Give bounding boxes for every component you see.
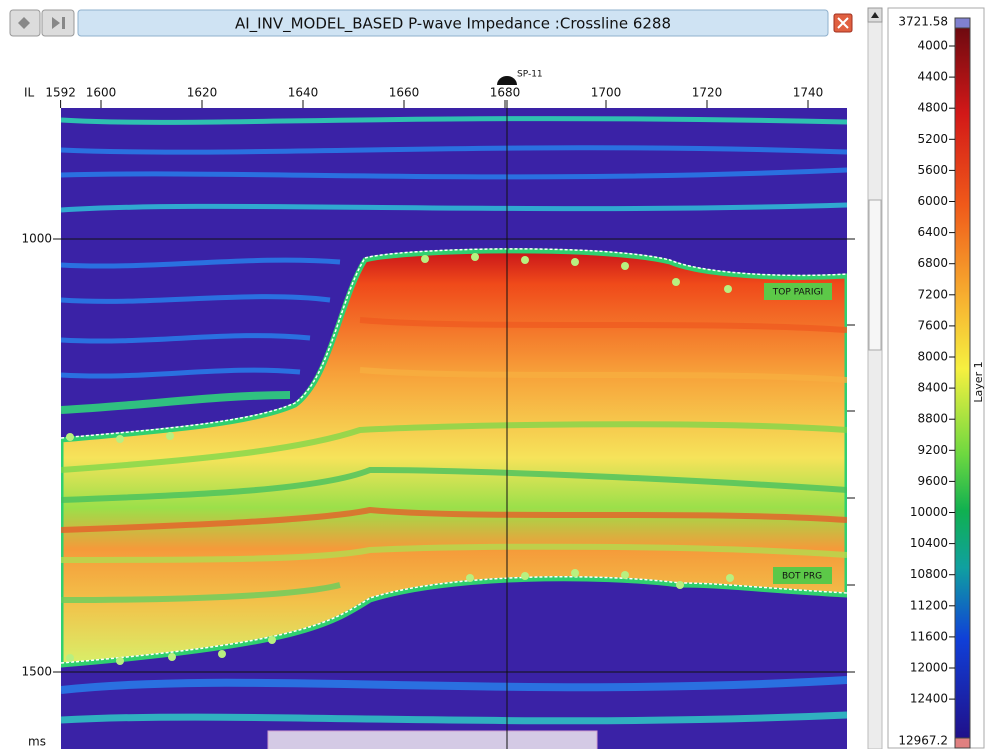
window-title: AI_INV_MODEL_BASED P-wave Impedance :Cro… <box>235 15 671 34</box>
y-tick-label: 1500 <box>21 665 52 679</box>
colorbar-tick-label: 11600 <box>910 629 948 643</box>
colorbar-cap <box>955 738 970 748</box>
horizon-label: BOT PRG <box>782 572 822 582</box>
colorbar-tick-label: 12000 <box>910 661 948 675</box>
x-tick-label: 1700 <box>591 86 622 100</box>
y-axis-unit: ms <box>28 735 46 749</box>
colorbar-tick-label: 8800 <box>917 412 948 426</box>
colorbar-min: 12967.2 <box>898 734 948 748</box>
colorbar-tick-label: 10000 <box>910 505 948 519</box>
colorbar-tick-label: 7600 <box>917 318 948 332</box>
colorbar-tick-label: 4000 <box>917 39 948 53</box>
scroll-thumb[interactable] <box>869 200 881 350</box>
colorbar-tick-label: 4800 <box>917 101 948 115</box>
y-tick-label: 1000 <box>21 232 52 246</box>
well-label: SP-11 <box>517 70 543 80</box>
colorbar <box>955 28 970 738</box>
colorbar-tick-label: 11200 <box>910 598 948 612</box>
colorbar-tick-label: 10800 <box>910 567 948 581</box>
colorbar-tick-label: 8000 <box>917 350 948 364</box>
colorbar-cap <box>955 18 970 28</box>
info-box <box>268 731 597 749</box>
x-tick-label: 1592 <box>45 86 76 100</box>
colorbar-label: Layer 1 <box>972 361 985 402</box>
x-tick-label: 1660 <box>389 86 420 100</box>
colorbar-max: 3721.58 <box>898 15 948 29</box>
colorbar-tick-label: 6400 <box>917 225 948 239</box>
colorbar-tick-label: 8400 <box>917 381 948 395</box>
scrollbar[interactable] <box>868 8 882 749</box>
colorbar-tick-label: 6000 <box>917 194 948 208</box>
x-tick-label: 1620 <box>187 86 218 100</box>
colorbar-tick-label: 9200 <box>917 443 948 457</box>
horizon-label: TOP PARIGI <box>772 288 823 298</box>
colorbar-tick-label: 9600 <box>917 474 948 488</box>
colorbar-tick-label: 7200 <box>917 287 948 301</box>
x-tick-label: 1640 <box>288 86 319 100</box>
colorbar-tick-label: 12400 <box>910 692 948 706</box>
colorbar-tick-label: 5200 <box>917 132 948 146</box>
colorbar-tick-label: 4400 <box>917 70 948 84</box>
app-window: AI_INV_MODEL_BASED P-wave Impedance :Cro… <box>0 0 985 749</box>
colorbar-tick-label: 10400 <box>910 536 948 550</box>
x-tick-label: 1600 <box>86 86 117 100</box>
colorbar-tick-label: 6800 <box>917 256 948 270</box>
x-tick-label: 1680 <box>490 86 521 100</box>
colorbar-tick-label: 5600 <box>917 163 948 177</box>
seismic-section: TOP PARIGI BOT PRG <box>61 108 847 749</box>
x-axis-label: IL <box>24 86 35 100</box>
x-tick-label: 1740 <box>793 86 824 100</box>
x-tick-label: 1720 <box>692 86 723 100</box>
